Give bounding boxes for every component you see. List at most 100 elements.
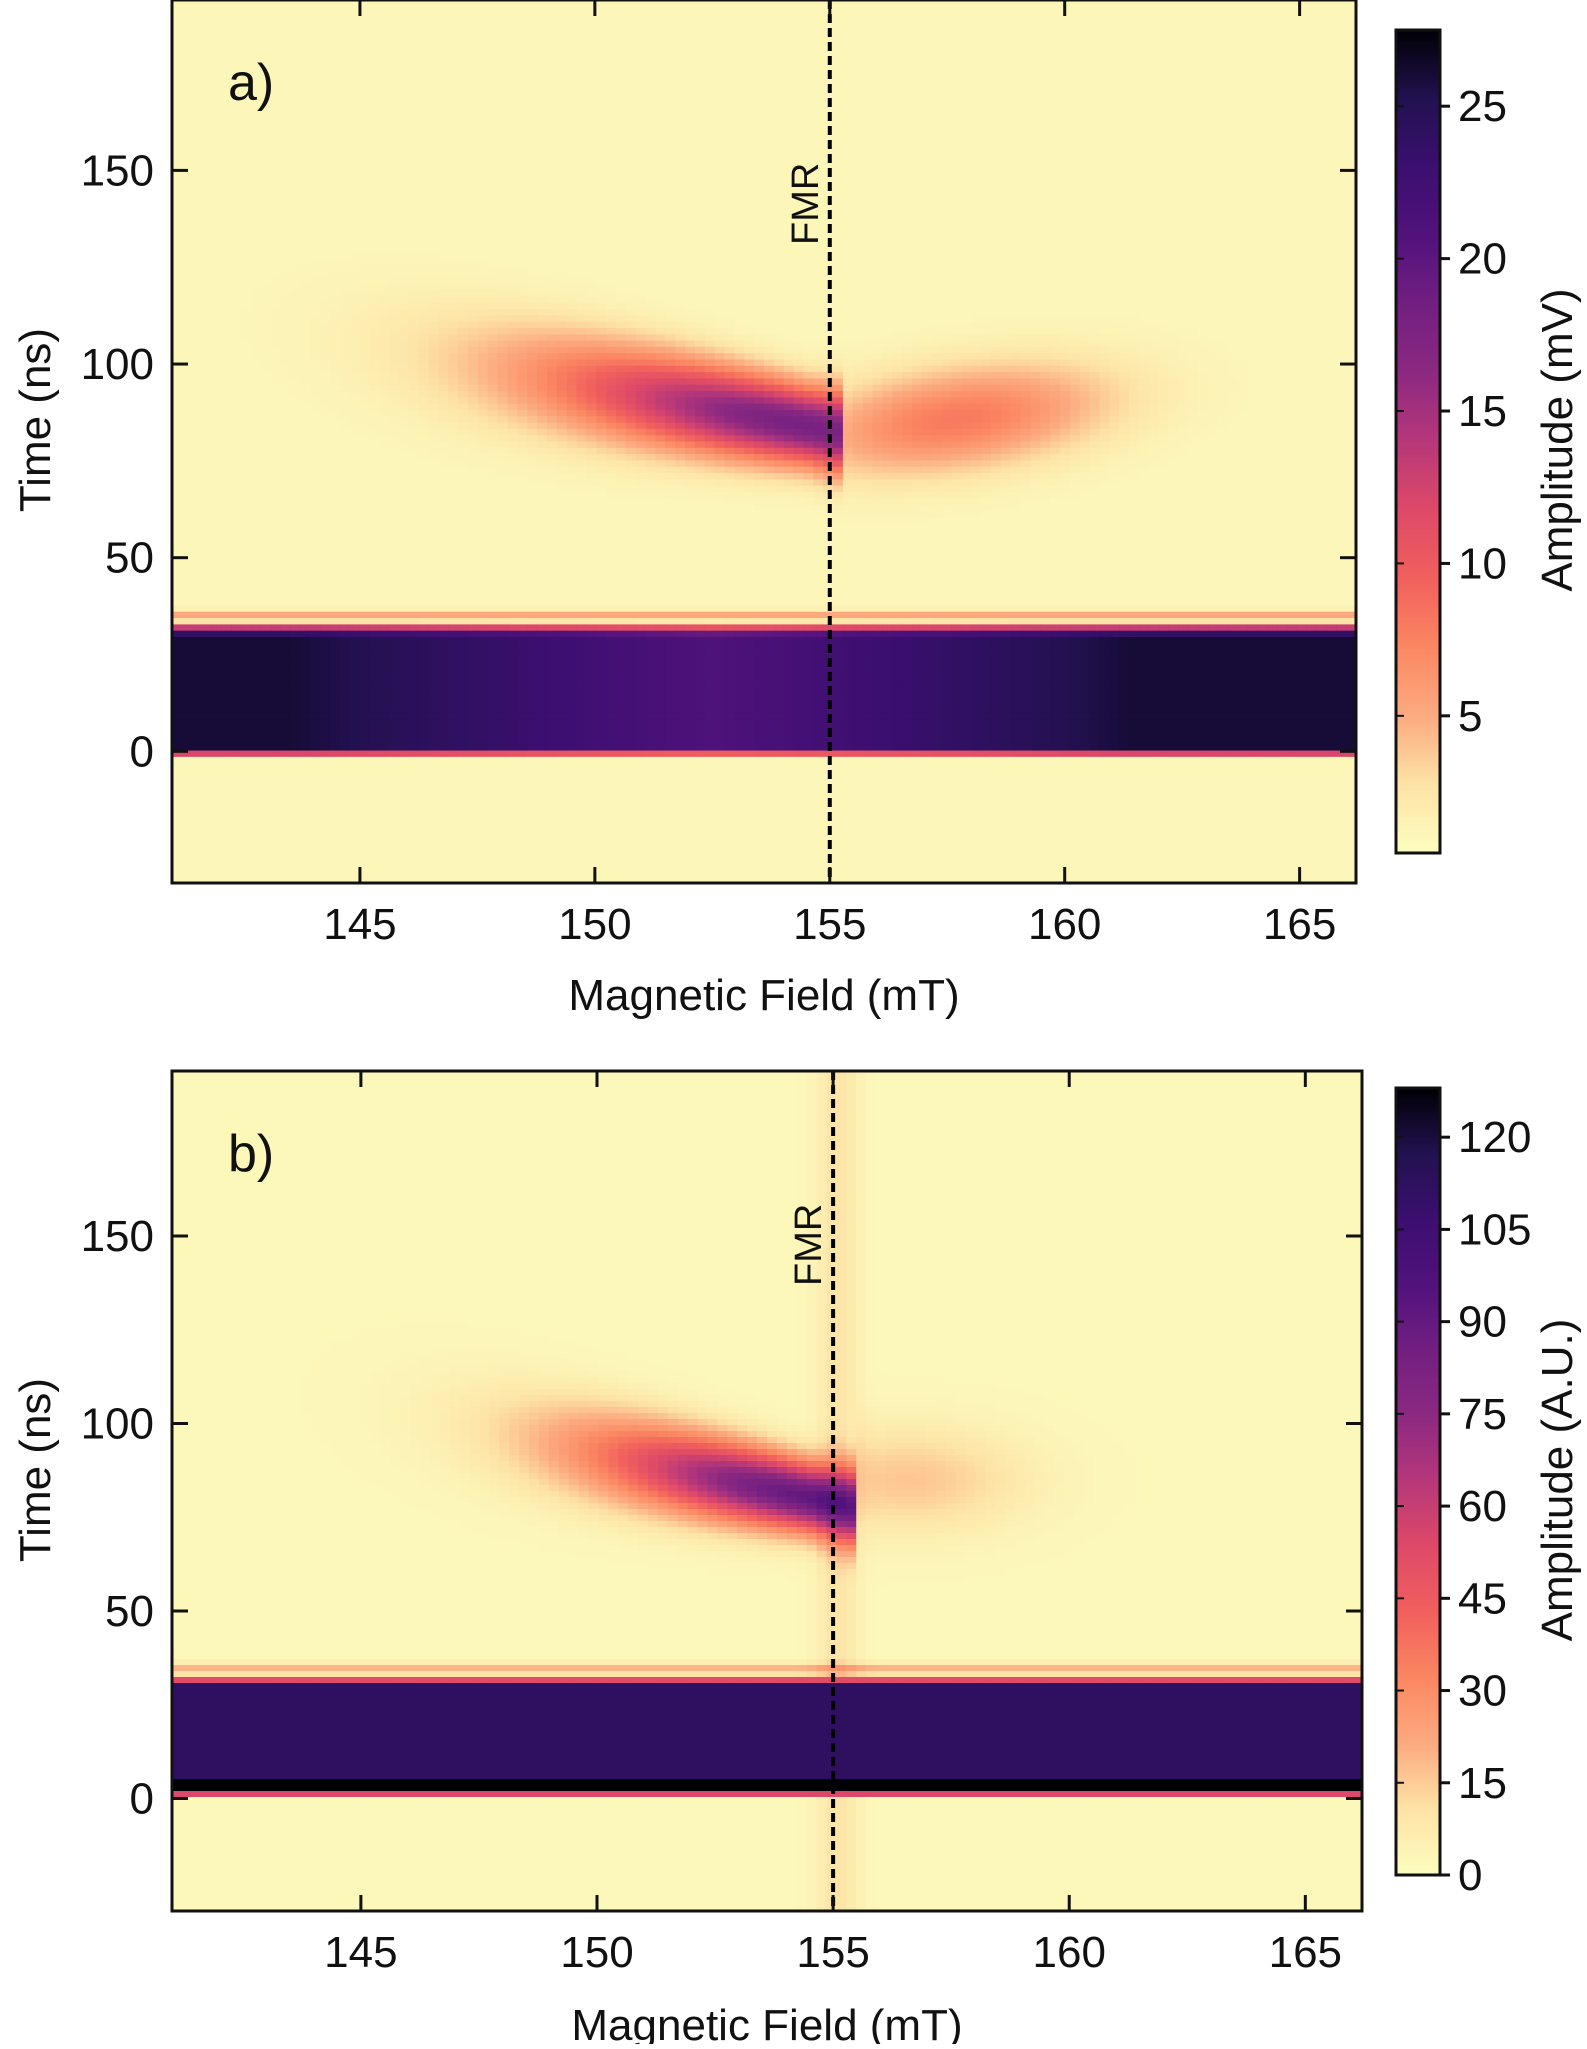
panel-a-heat-cell (369, 63, 379, 70)
panel-a-heat-cell (685, 63, 695, 70)
panel-a-heat-cell (833, 164, 843, 171)
panel-a-heat-cell (1247, 126, 1257, 133)
panel-a-heat-cell (853, 32, 863, 39)
panel-a-heat-cell (1228, 196, 1238, 203)
panel-a-heat-cell (922, 132, 932, 139)
panel-a-heat-cell (399, 107, 409, 114)
panel-a-heat-cell (211, 25, 221, 32)
panel-a-heat-cell (1159, 145, 1169, 152)
panel-a-heat-cell (172, 50, 182, 57)
panel-a-heat-cell (527, 13, 537, 20)
panel-a-heat-cell (1080, 25, 1090, 32)
panel-a-heat-cell (586, 57, 596, 64)
panel-a-heat-cell (320, 139, 330, 146)
panel-a-heat-cell (1070, 132, 1080, 139)
panel-a-heat-cell (942, 88, 952, 95)
panel-a-heat-cell (1336, 25, 1346, 32)
panel-a-heat-cell (833, 82, 843, 89)
panel-a-heat-cell (882, 196, 892, 203)
panel-a-heat-cell (1119, 126, 1129, 133)
panel-a-heat-cell (1149, 202, 1159, 209)
panel-a-heat-cell (586, 19, 596, 26)
panel-a-heat-cell (873, 50, 883, 57)
panel-a-heat-cell (468, 120, 478, 127)
panel-a-heat-cell (853, 132, 863, 139)
panel-a-heat-cell (448, 114, 458, 121)
panel-a-heat-cell (1326, 57, 1336, 64)
panel-a-heat-cell (389, 158, 399, 165)
panel-a-heat-cell (547, 202, 557, 209)
panel-a-heat-cell (310, 6, 320, 13)
panel-a-heat-cell (616, 44, 626, 51)
panel-a-heat-cell (764, 145, 774, 152)
panel-a-heat-cell (1099, 151, 1109, 158)
panel-a-heat-cell (1030, 19, 1040, 26)
panel-a-heat-cell (586, 50, 596, 57)
panel-a-heat-cell (606, 44, 616, 51)
panel-a-heat-cell (1040, 126, 1050, 133)
panel-a-heat-cell (1188, 120, 1198, 127)
panel-a-heat-cell (1149, 214, 1159, 221)
panel-a-heat-cell (626, 132, 636, 139)
panel-a-heat-cell (300, 57, 310, 64)
panel-a-heat-cell (261, 214, 271, 221)
panel-a-heat-cell (1326, 44, 1336, 51)
panel-a-heat-cell (330, 214, 340, 221)
panel-a-heat-cell (231, 132, 241, 139)
panel-a-heat-cell (241, 44, 251, 51)
panel-a-heat-cell (1188, 151, 1198, 158)
panel-a-heat-cell (1317, 196, 1327, 203)
panel-a-heat-cell (1247, 50, 1257, 57)
panel-a-heat-cell (241, 120, 251, 127)
panel-a-heat-cell (1326, 132, 1336, 139)
panel-a-heat-cell (389, 196, 399, 203)
panel-a-heat-cell (1198, 82, 1208, 89)
panel-a-heat-cell (211, 63, 221, 70)
panel-a-heat-cell (409, 13, 419, 20)
panel-a-heat-cell (892, 114, 902, 121)
panel-a-heat-cell (1080, 151, 1090, 158)
panel-a-heat-cell (192, 6, 202, 13)
panel-a-heat-cell (547, 221, 557, 228)
panel-a-heat-cell (1208, 76, 1218, 83)
panel-a-heat-cell (389, 221, 399, 228)
panel-a-heat-cell (774, 101, 784, 108)
panel-a-heat-cell (1287, 6, 1297, 13)
panel-a-heat-cell (438, 107, 448, 114)
panel-a-heat-cell (665, 63, 675, 70)
panel-a-heat-cell (675, 38, 685, 45)
panel-a-heat-cell (596, 126, 606, 133)
panel-a-heat-cell (310, 69, 320, 76)
panel-a-heat-cell (764, 132, 774, 139)
panel-a-heat-cell (626, 214, 636, 221)
panel-a-heat-cell (655, 50, 665, 57)
panel-a-heat-cell (182, 19, 192, 26)
panel-a-heat-cell (507, 145, 517, 152)
panel-a-heat-cell (419, 164, 429, 171)
panel-a-heat-cell (557, 139, 567, 146)
panel-a-heat-cell (1228, 101, 1238, 108)
panel-a-heat-cell (1129, 151, 1139, 158)
panel-a-heat-cell (1011, 57, 1021, 64)
panel-a-heat-cell (369, 25, 379, 32)
panel-a-heat-cell (1090, 38, 1100, 45)
panel-a-heat-cell (350, 38, 360, 45)
panel-a-heat-cell (537, 145, 547, 152)
panel-a-heat-cell (211, 57, 221, 64)
panel-a-heat-cell (794, 6, 804, 13)
panel-a-heat-cell (1178, 139, 1188, 146)
panel-a-heat-cell (419, 221, 429, 228)
panel-a-heat-cell (498, 50, 508, 57)
panel-a-heat-cell (577, 63, 587, 70)
panel-a-heat-cell (517, 6, 527, 13)
panel-a-heat-cell (961, 50, 971, 57)
panel-a-heat-cell (1149, 170, 1159, 177)
panel-a-heat-cell (1277, 177, 1287, 184)
panel-a-heat-cell (290, 158, 300, 165)
panel-a-heat-cell (1208, 114, 1218, 121)
panel-a-heat-cell (1021, 95, 1031, 102)
panel-a-heat-cell (626, 95, 636, 102)
panel-a-heat-cell (537, 132, 547, 139)
panel-a-heat-cell (754, 196, 764, 203)
panel-a-heat-cell (981, 177, 991, 184)
